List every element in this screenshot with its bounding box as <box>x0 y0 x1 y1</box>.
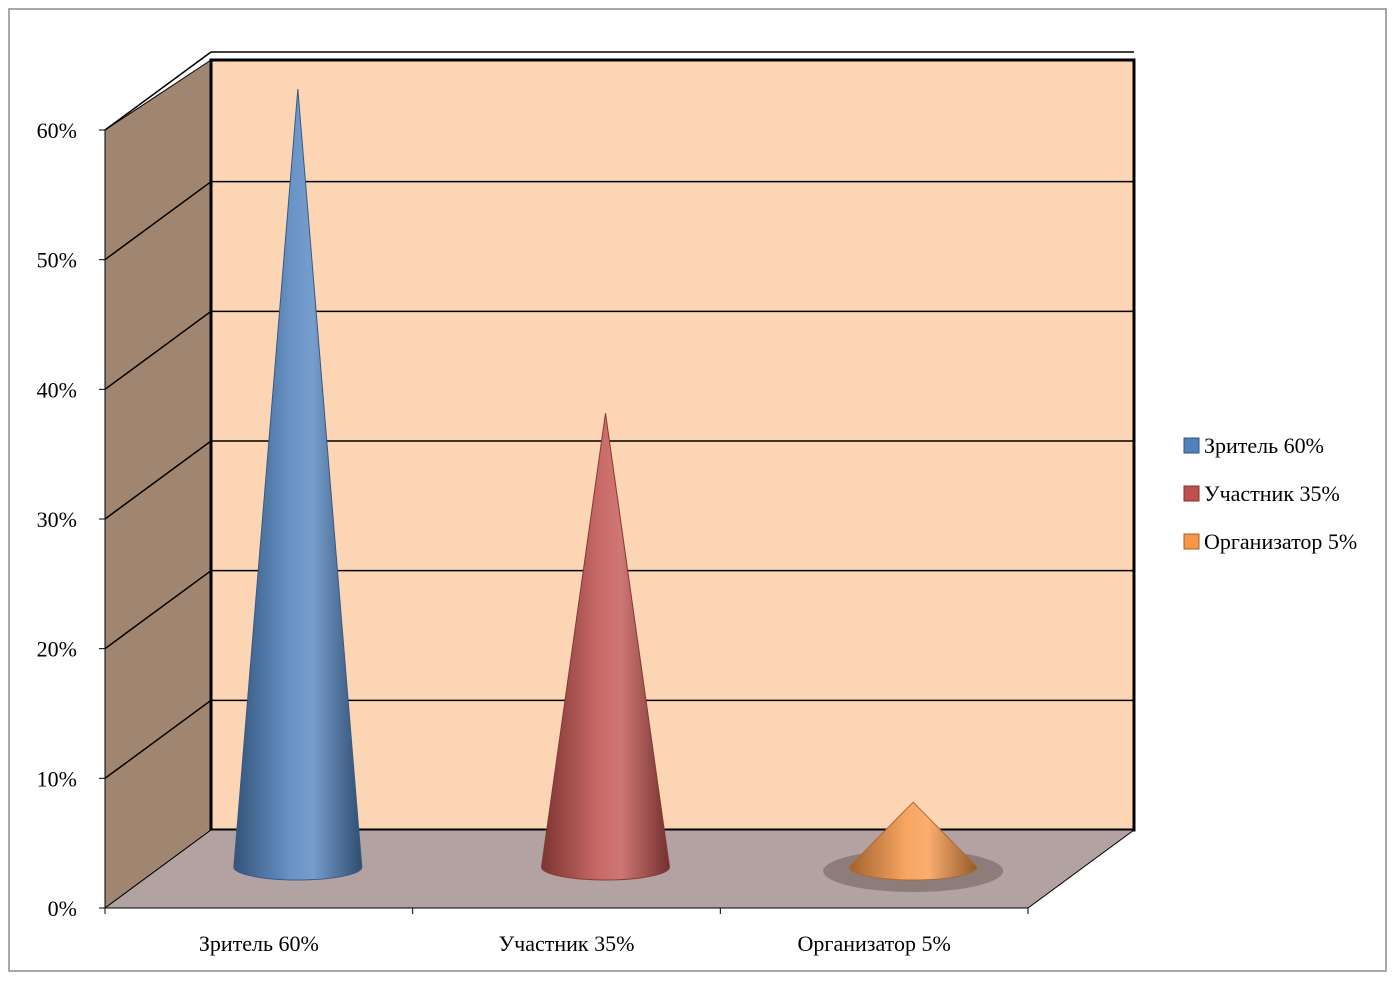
cone-mark <box>233 88 363 881</box>
legend-swatch <box>1183 485 1200 502</box>
legend-item: Организатор 5% <box>1183 529 1357 554</box>
y-tick-label: 40% <box>37 377 77 402</box>
y-tick-label: 60% <box>37 118 77 143</box>
cone-mark <box>540 413 671 881</box>
legend: Зритель 60% Участник 35% Организатор 5% <box>1183 433 1357 554</box>
side-gridline <box>104 699 212 779</box>
legend-swatch <box>1183 437 1200 454</box>
gridlines <box>104 51 1134 779</box>
cone-1 <box>233 88 363 881</box>
legend-item: Участник 35% <box>1183 481 1340 506</box>
side-gridline <box>104 181 212 261</box>
cone-series <box>233 88 1004 892</box>
cone-mark <box>848 801 978 881</box>
side-gridline <box>104 310 212 390</box>
legend-label: Зритель 60% <box>1204 433 1324 458</box>
legend-label: Участник 35% <box>1204 481 1340 506</box>
y-tick-label: 10% <box>37 766 77 791</box>
x-tick-label: Участник 35% <box>499 931 635 956</box>
y-tick-label: 0% <box>48 896 77 921</box>
x-tick-label: Зритель 60% <box>199 931 319 956</box>
x-tick-label: Организатор 5% <box>798 931 951 956</box>
y-tick-label: 20% <box>37 637 77 662</box>
y-tick-label: 50% <box>37 248 77 273</box>
side-gridline <box>104 51 212 131</box>
legend-label: Организатор 5% <box>1204 529 1357 554</box>
y-axis: 0% 10% 20% 30% 40% 50% 60% <box>37 118 106 921</box>
cone-3 <box>823 801 1004 892</box>
y-tick-label: 30% <box>37 507 77 532</box>
x-axis: Зритель 60% Участник 35% Организатор 5% <box>104 907 1029 956</box>
cone-2 <box>540 413 671 881</box>
side-gridline <box>104 570 212 650</box>
side-wall <box>104 59 212 909</box>
legend-item: Зритель 60% <box>1183 433 1324 458</box>
side-gridline <box>104 440 212 520</box>
legend-swatch <box>1183 533 1200 550</box>
